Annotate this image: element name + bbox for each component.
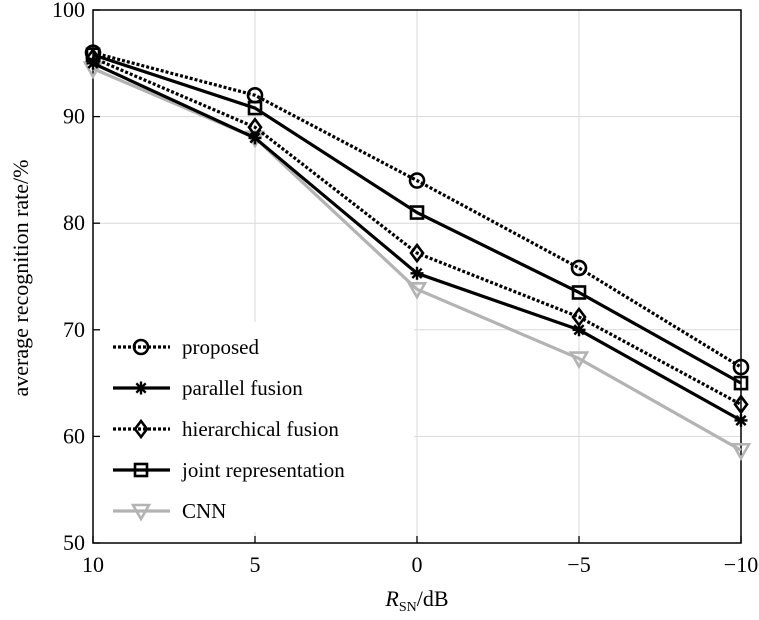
x-tick-label: 5 bbox=[250, 552, 261, 577]
x-tick-label: 0 bbox=[412, 552, 423, 577]
x-axis-ticks: 10 5 0 −5 −10 bbox=[82, 536, 758, 577]
y-tick-label: 70 bbox=[63, 317, 85, 342]
data-point-marker bbox=[571, 285, 587, 300]
data-point-marker bbox=[247, 117, 263, 138]
y-tick-label: 90 bbox=[63, 104, 85, 129]
data-point-marker bbox=[84, 44, 102, 61]
x-axis-title-subscript: SN bbox=[399, 600, 417, 615]
series-line bbox=[92, 51, 742, 369]
data-point-marker bbox=[733, 394, 749, 415]
series-proposed bbox=[84, 44, 750, 376]
x-tick-label: −5 bbox=[567, 552, 590, 577]
data-point-marker bbox=[730, 442, 752, 461]
series-line bbox=[92, 53, 742, 385]
series-parallel-fusion bbox=[86, 56, 748, 427]
legend-label: joint representation bbox=[181, 458, 345, 482]
data-point-marker bbox=[86, 56, 100, 70]
legend-label: CNN bbox=[182, 499, 226, 523]
legend-label: hierarchical fusion bbox=[182, 417, 339, 441]
series-group bbox=[82, 44, 752, 461]
data-point-marker bbox=[571, 306, 587, 328]
legend-label: parallel fusion bbox=[182, 376, 303, 400]
data-point-marker bbox=[734, 413, 748, 427]
data-point-marker bbox=[568, 351, 590, 370]
x-axis-title: RSN/dB bbox=[384, 586, 448, 615]
data-point-marker bbox=[409, 242, 425, 264]
legend-label: proposed bbox=[182, 335, 259, 359]
x-tick-label: −10 bbox=[724, 552, 758, 577]
series-line bbox=[92, 67, 742, 452]
series-line bbox=[92, 56, 742, 406]
data-point-marker bbox=[733, 375, 749, 391]
data-point-marker bbox=[572, 323, 586, 337]
legend-marker bbox=[130, 503, 152, 522]
legend: proposed parallel fusion hierarchical fusi… bbox=[100, 322, 414, 532]
series-hierarchical-fusion bbox=[85, 47, 749, 415]
legend-marker bbox=[133, 418, 149, 440]
x-axis-title-main: R bbox=[384, 586, 399, 611]
y-tick-label: 50 bbox=[63, 530, 85, 555]
y-axis-ticks: 50 60 70 80 90 100 bbox=[52, 0, 100, 555]
y-tick-label: 60 bbox=[63, 423, 85, 448]
legend-marker bbox=[134, 381, 148, 395]
data-point-marker bbox=[248, 131, 262, 145]
legend-marker bbox=[132, 338, 150, 356]
y-axis-title: average recognition rate/% bbox=[8, 160, 33, 397]
legend-marker bbox=[133, 462, 149, 478]
data-point-marker bbox=[406, 281, 428, 300]
x-tick-label: 10 bbox=[82, 552, 104, 577]
x-axis-title-unit: /dB bbox=[417, 586, 449, 611]
data-point-marker bbox=[408, 172, 426, 189]
data-point-marker bbox=[246, 86, 264, 104]
y-tick-label: 100 bbox=[52, 0, 85, 22]
data-point-marker bbox=[410, 266, 424, 280]
data-point-marker bbox=[409, 205, 425, 220]
legend-box bbox=[100, 322, 414, 532]
y-tick-label: 80 bbox=[63, 210, 85, 235]
data-point-marker bbox=[570, 259, 588, 277]
data-point-marker bbox=[732, 358, 750, 376]
